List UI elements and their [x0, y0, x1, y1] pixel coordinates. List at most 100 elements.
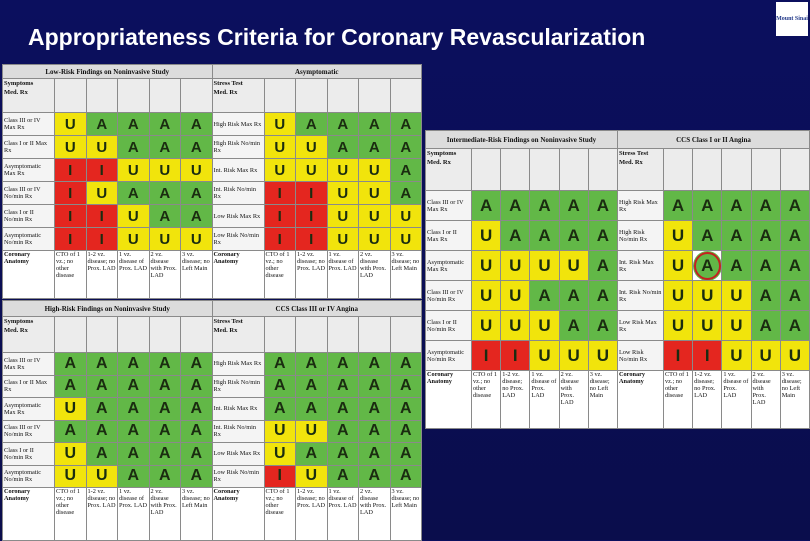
header-cell: Stress Test Med. Rx: [211, 316, 265, 353]
grid: Intermediate-Risk Findings on Noninvasiv…: [425, 130, 810, 429]
header-label: Symptoms: [427, 150, 457, 157]
rating-row: Asymptomatic No/min Rx U U A A A Low Risk No/m…: [2, 464, 422, 488]
rating-cell: U: [263, 442, 296, 466]
rating-cell: U: [662, 310, 694, 341]
header-row: Symptoms Med. Rx Stress Test Med. Rx: [2, 78, 422, 113]
row-label: Asymptomatic Max Rx: [425, 250, 472, 281]
row-label: Class I or II No/min Rx: [2, 204, 55, 228]
anatomy-cell: 1 vz. disease of Prox. LAD: [721, 370, 752, 429]
row-label: Low Risk No/min Rx: [616, 340, 664, 371]
row-label: Low Risk Max Rx: [211, 442, 265, 466]
rating-row: Class I or II Max Rx A A A A A High Risk No/mi…: [2, 374, 422, 398]
rating-cell: U: [470, 250, 502, 281]
anatomy-cell: 2 vz. disease with Prox. LAD: [358, 487, 391, 541]
rating-cell: A: [85, 112, 118, 136]
rating-cell: A: [117, 352, 150, 376]
rating-cell: A: [117, 374, 150, 398]
rating-row: Class I or II No/min Rx U A A A A Low Risk Max…: [2, 442, 422, 466]
anatomy-cell: 1-2 vz. disease; no Prox. LAD: [295, 250, 328, 299]
rating-cell: I: [295, 181, 328, 205]
row-label: Class I or II Max Rx: [425, 220, 472, 251]
rating-cell: I: [54, 181, 87, 205]
rating-cell: A: [117, 419, 150, 443]
rating-cell: U: [389, 227, 422, 251]
rating-cell: A: [54, 374, 87, 398]
rating-cell: A: [692, 250, 723, 281]
rating-cell: U: [721, 340, 752, 371]
rating-cell: A: [779, 250, 810, 281]
blank-cell: [779, 148, 810, 191]
header-label: Med. Rx: [4, 89, 28, 96]
rating-cell: A: [180, 112, 213, 136]
body: High-Risk Findings on Noninvasive Study C…: [2, 300, 422, 541]
blank-cell: [263, 78, 296, 113]
rating-cell: U: [85, 181, 118, 205]
rating-cell: A: [180, 374, 213, 398]
anatomy-cell: 2 vz. disease with Prox. LAD: [558, 370, 589, 429]
header-cell: Symptoms Med. Rx: [2, 316, 55, 353]
anatomy-cell: 1-2 vz. disease; no Prox. LAD: [500, 370, 531, 429]
anatomy-cell: 1 vz. disease of Prox. LAD: [117, 487, 150, 541]
blank-cell: [750, 148, 781, 191]
rating-cell: A: [117, 135, 150, 159]
rating-cell: I: [263, 227, 296, 251]
rating-cell: A: [326, 135, 359, 159]
rating-cell: U: [148, 158, 181, 182]
rating-cell: A: [85, 397, 118, 421]
rating-cell: U: [470, 310, 502, 341]
table-title: High-Risk Findings on Noninvasive Study: [2, 300, 213, 317]
blank-cell: [358, 316, 391, 353]
rating-cell: U: [500, 280, 531, 311]
blank-cell: [389, 316, 422, 353]
anatomy-label: Coronary Anatomy: [616, 370, 664, 429]
rating-cell: A: [587, 220, 618, 251]
rating-cell: A: [180, 464, 213, 488]
rating-cell: A: [389, 374, 422, 398]
rating-cell: A: [326, 442, 359, 466]
blank-cell: [85, 78, 118, 113]
rating-cell: U: [779, 340, 810, 371]
blank-cell: [587, 148, 618, 191]
row-label: Class III or IV Max Rx: [2, 352, 55, 376]
rating-cell: A: [750, 280, 781, 311]
rating-cell: U: [295, 419, 328, 443]
row-label: High Risk No/min Rx: [211, 135, 265, 159]
anatomy-label: Coronary Anatomy: [2, 487, 55, 541]
table-title: Asymptomatic: [211, 64, 422, 79]
anatomy-cell: 3 vz. disease; no Left Main: [389, 250, 422, 299]
rating-cell: U: [470, 280, 502, 311]
rating-cell: A: [85, 442, 118, 466]
rating-cell: U: [117, 158, 150, 182]
rating-row: Class III or IV Max Rx A A A A A High Risk Max…: [2, 352, 422, 376]
blank-cell: [180, 316, 213, 353]
row-label: Asymptomatic No/min Rx: [425, 340, 472, 371]
rating-cell: A: [750, 220, 781, 251]
rating-cell: A: [389, 419, 422, 443]
rating-cell: A: [358, 112, 391, 136]
row-label: High Risk Max Rx: [211, 112, 265, 136]
rating-cell: U: [662, 220, 694, 251]
rating-cell: A: [54, 352, 87, 376]
rating-cell: I: [692, 340, 723, 371]
rating-cell: U: [529, 340, 560, 371]
criteria-table: Low-Risk Findings on Noninvasive Study As…: [2, 64, 422, 299]
rating-cell: A: [148, 442, 181, 466]
header-row: Symptoms Med. Rx Stress Test Med. Rx: [2, 316, 422, 353]
rating-cell: U: [54, 135, 87, 159]
rating-cell: I: [263, 181, 296, 205]
rating-cell: U: [587, 340, 618, 371]
rating-cell: A: [148, 204, 181, 228]
rating-cell: A: [295, 374, 328, 398]
rating-cell: A: [529, 190, 560, 221]
rating-cell: U: [692, 310, 723, 341]
rating-cell: A: [263, 397, 296, 421]
rating-cell: U: [180, 158, 213, 182]
rating-cell: U: [500, 250, 531, 281]
header-label: Med. Rx: [213, 327, 238, 334]
anatomy-cell: 3 vz. disease; no Left Main: [587, 370, 618, 429]
grid: High-Risk Findings on Noninvasive Study C…: [2, 300, 422, 541]
blank-cell: [117, 78, 150, 113]
rating-cell: U: [389, 204, 422, 228]
rating-cell: I: [662, 340, 694, 371]
anatomy-row: Coronary Anatomy CTO of 1 vz.; no other d…: [2, 487, 422, 541]
